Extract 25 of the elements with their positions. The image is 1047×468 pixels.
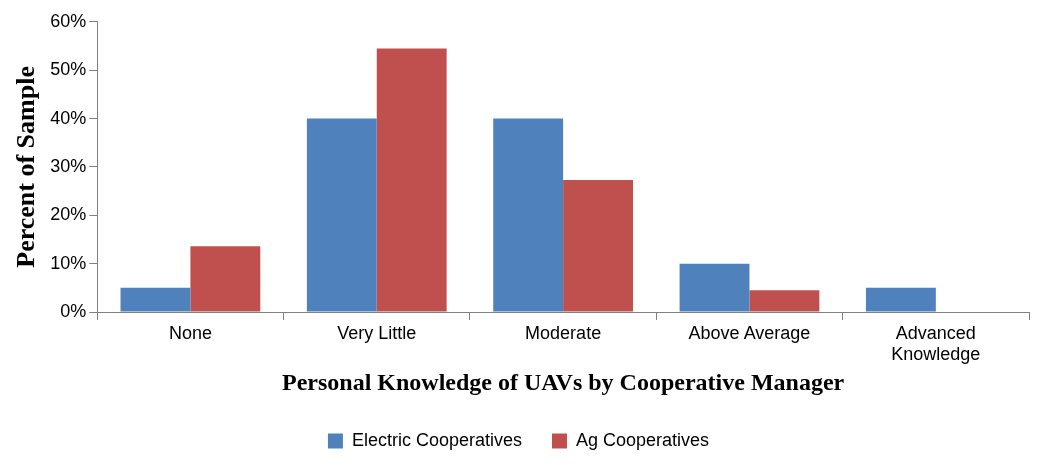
bar bbox=[376, 48, 447, 312]
x-tick-label: Very Little bbox=[337, 322, 417, 343]
y-axis-title: Percent of Sample bbox=[11, 66, 41, 268]
bar bbox=[679, 263, 750, 312]
y-tick-label: 10% bbox=[50, 252, 87, 273]
x-tick-label: Advanced Knowledge bbox=[891, 322, 981, 365]
x-tick-label: Moderate bbox=[525, 322, 602, 343]
bar bbox=[120, 287, 191, 312]
bar bbox=[865, 287, 936, 312]
y-tick-label: 50% bbox=[50, 59, 87, 80]
y-tick-label: 40% bbox=[50, 107, 87, 128]
y-tick-label: 20% bbox=[50, 204, 87, 225]
bar bbox=[749, 290, 820, 312]
legend-label: Ag Cooperatives bbox=[576, 429, 710, 450]
bar bbox=[190, 246, 261, 312]
y-tick-label: 0% bbox=[60, 300, 87, 321]
legend-label: Electric Cooperatives bbox=[351, 429, 523, 450]
y-tick-label: 30% bbox=[50, 155, 87, 176]
x-axis-title: Personal Knowledge of UAVs by Cooperative Manager bbox=[282, 368, 845, 395]
bar bbox=[563, 179, 633, 312]
x-tick-label: Above Average bbox=[688, 322, 811, 343]
y-tick-label: 60% bbox=[50, 10, 87, 31]
bar bbox=[306, 118, 377, 312]
bar bbox=[493, 118, 564, 312]
x-tick-label: None bbox=[168, 322, 212, 343]
